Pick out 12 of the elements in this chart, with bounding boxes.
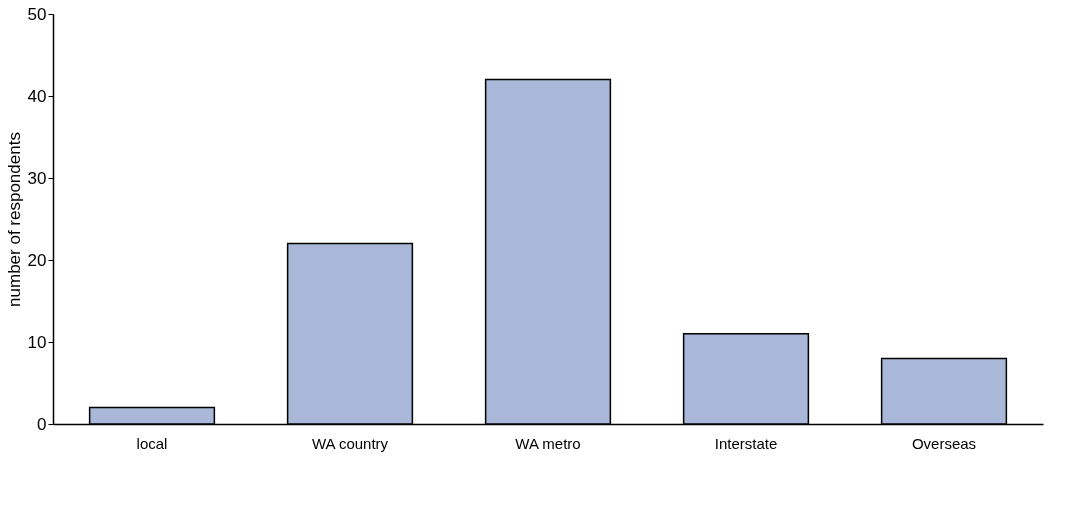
x-tick-label: WA country <box>311 434 389 452</box>
x-tick-label: local <box>136 434 168 452</box>
y-tick-label: 20 <box>27 250 47 270</box>
y-tick-label: 30 <box>27 168 47 188</box>
x-tick-label: Overseas <box>911 434 977 452</box>
y-tick-label: 50 <box>27 4 47 24</box>
y-tick-label: 0 <box>37 414 47 434</box>
x-tick-label: Interstate <box>714 434 778 452</box>
x-tick-label: WA metro <box>515 434 581 452</box>
y-tick-label: 40 <box>27 86 47 106</box>
y-tick-label: 10 <box>27 332 47 352</box>
y-axis-title: number of respondents <box>4 132 24 307</box>
